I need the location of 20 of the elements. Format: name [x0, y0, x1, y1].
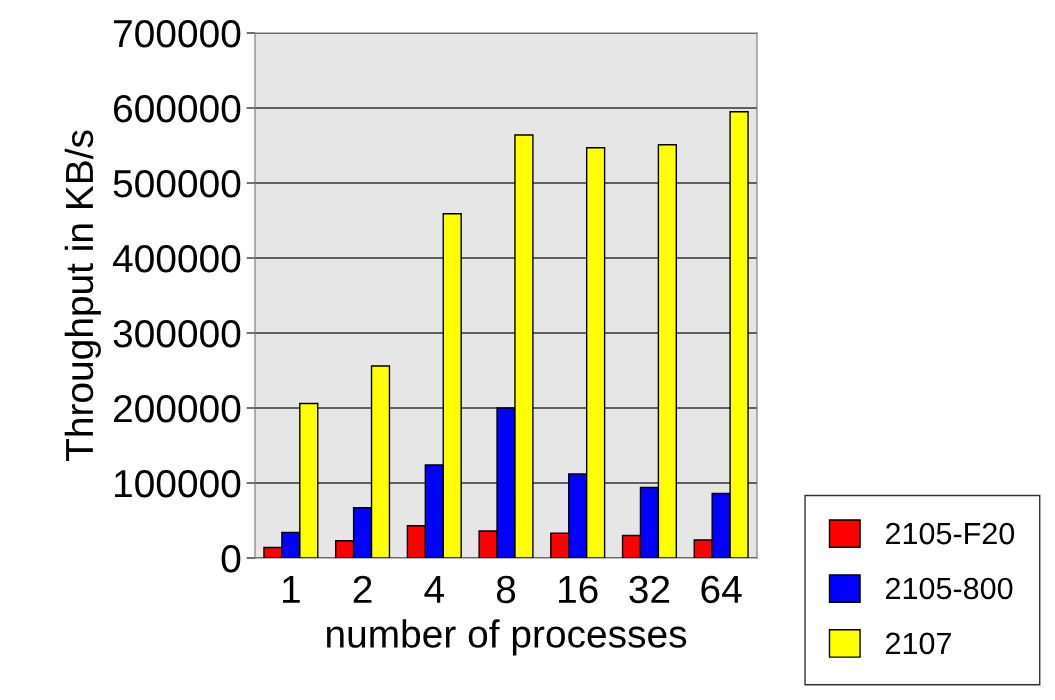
x-tick-label: 4 — [424, 576, 444, 603]
y-tick-label: 0 — [221, 544, 241, 573]
y-tick-label: 200000 — [114, 394, 241, 423]
x-tick-label: 8 — [496, 575, 516, 604]
y-tick-label: 400000 — [112, 244, 241, 273]
y-axis-title: Throughput in KB/s — [64, 130, 101, 462]
y-tick-label: 700000 — [114, 19, 241, 48]
y-tick-label: 500000 — [113, 169, 241, 198]
legend-label: 2107 — [886, 632, 951, 655]
y-tick-label: 600000 — [114, 94, 241, 123]
legend-label: 2105-800 — [886, 577, 1013, 600]
x-axis-title: number of processes — [327, 619, 687, 656]
x-tick-label: 2 — [353, 575, 372, 603]
x-tick-label: 32 — [629, 575, 670, 604]
x-tick-label: 64 — [701, 575, 742, 604]
x-tick-label: 16 — [559, 575, 598, 604]
y-tick-label: 300000 — [113, 319, 241, 348]
legend-label: 2105-F20 — [886, 522, 1015, 545]
y-tick-label: 100000 — [115, 469, 241, 498]
x-tick-label: 1 — [283, 576, 300, 603]
